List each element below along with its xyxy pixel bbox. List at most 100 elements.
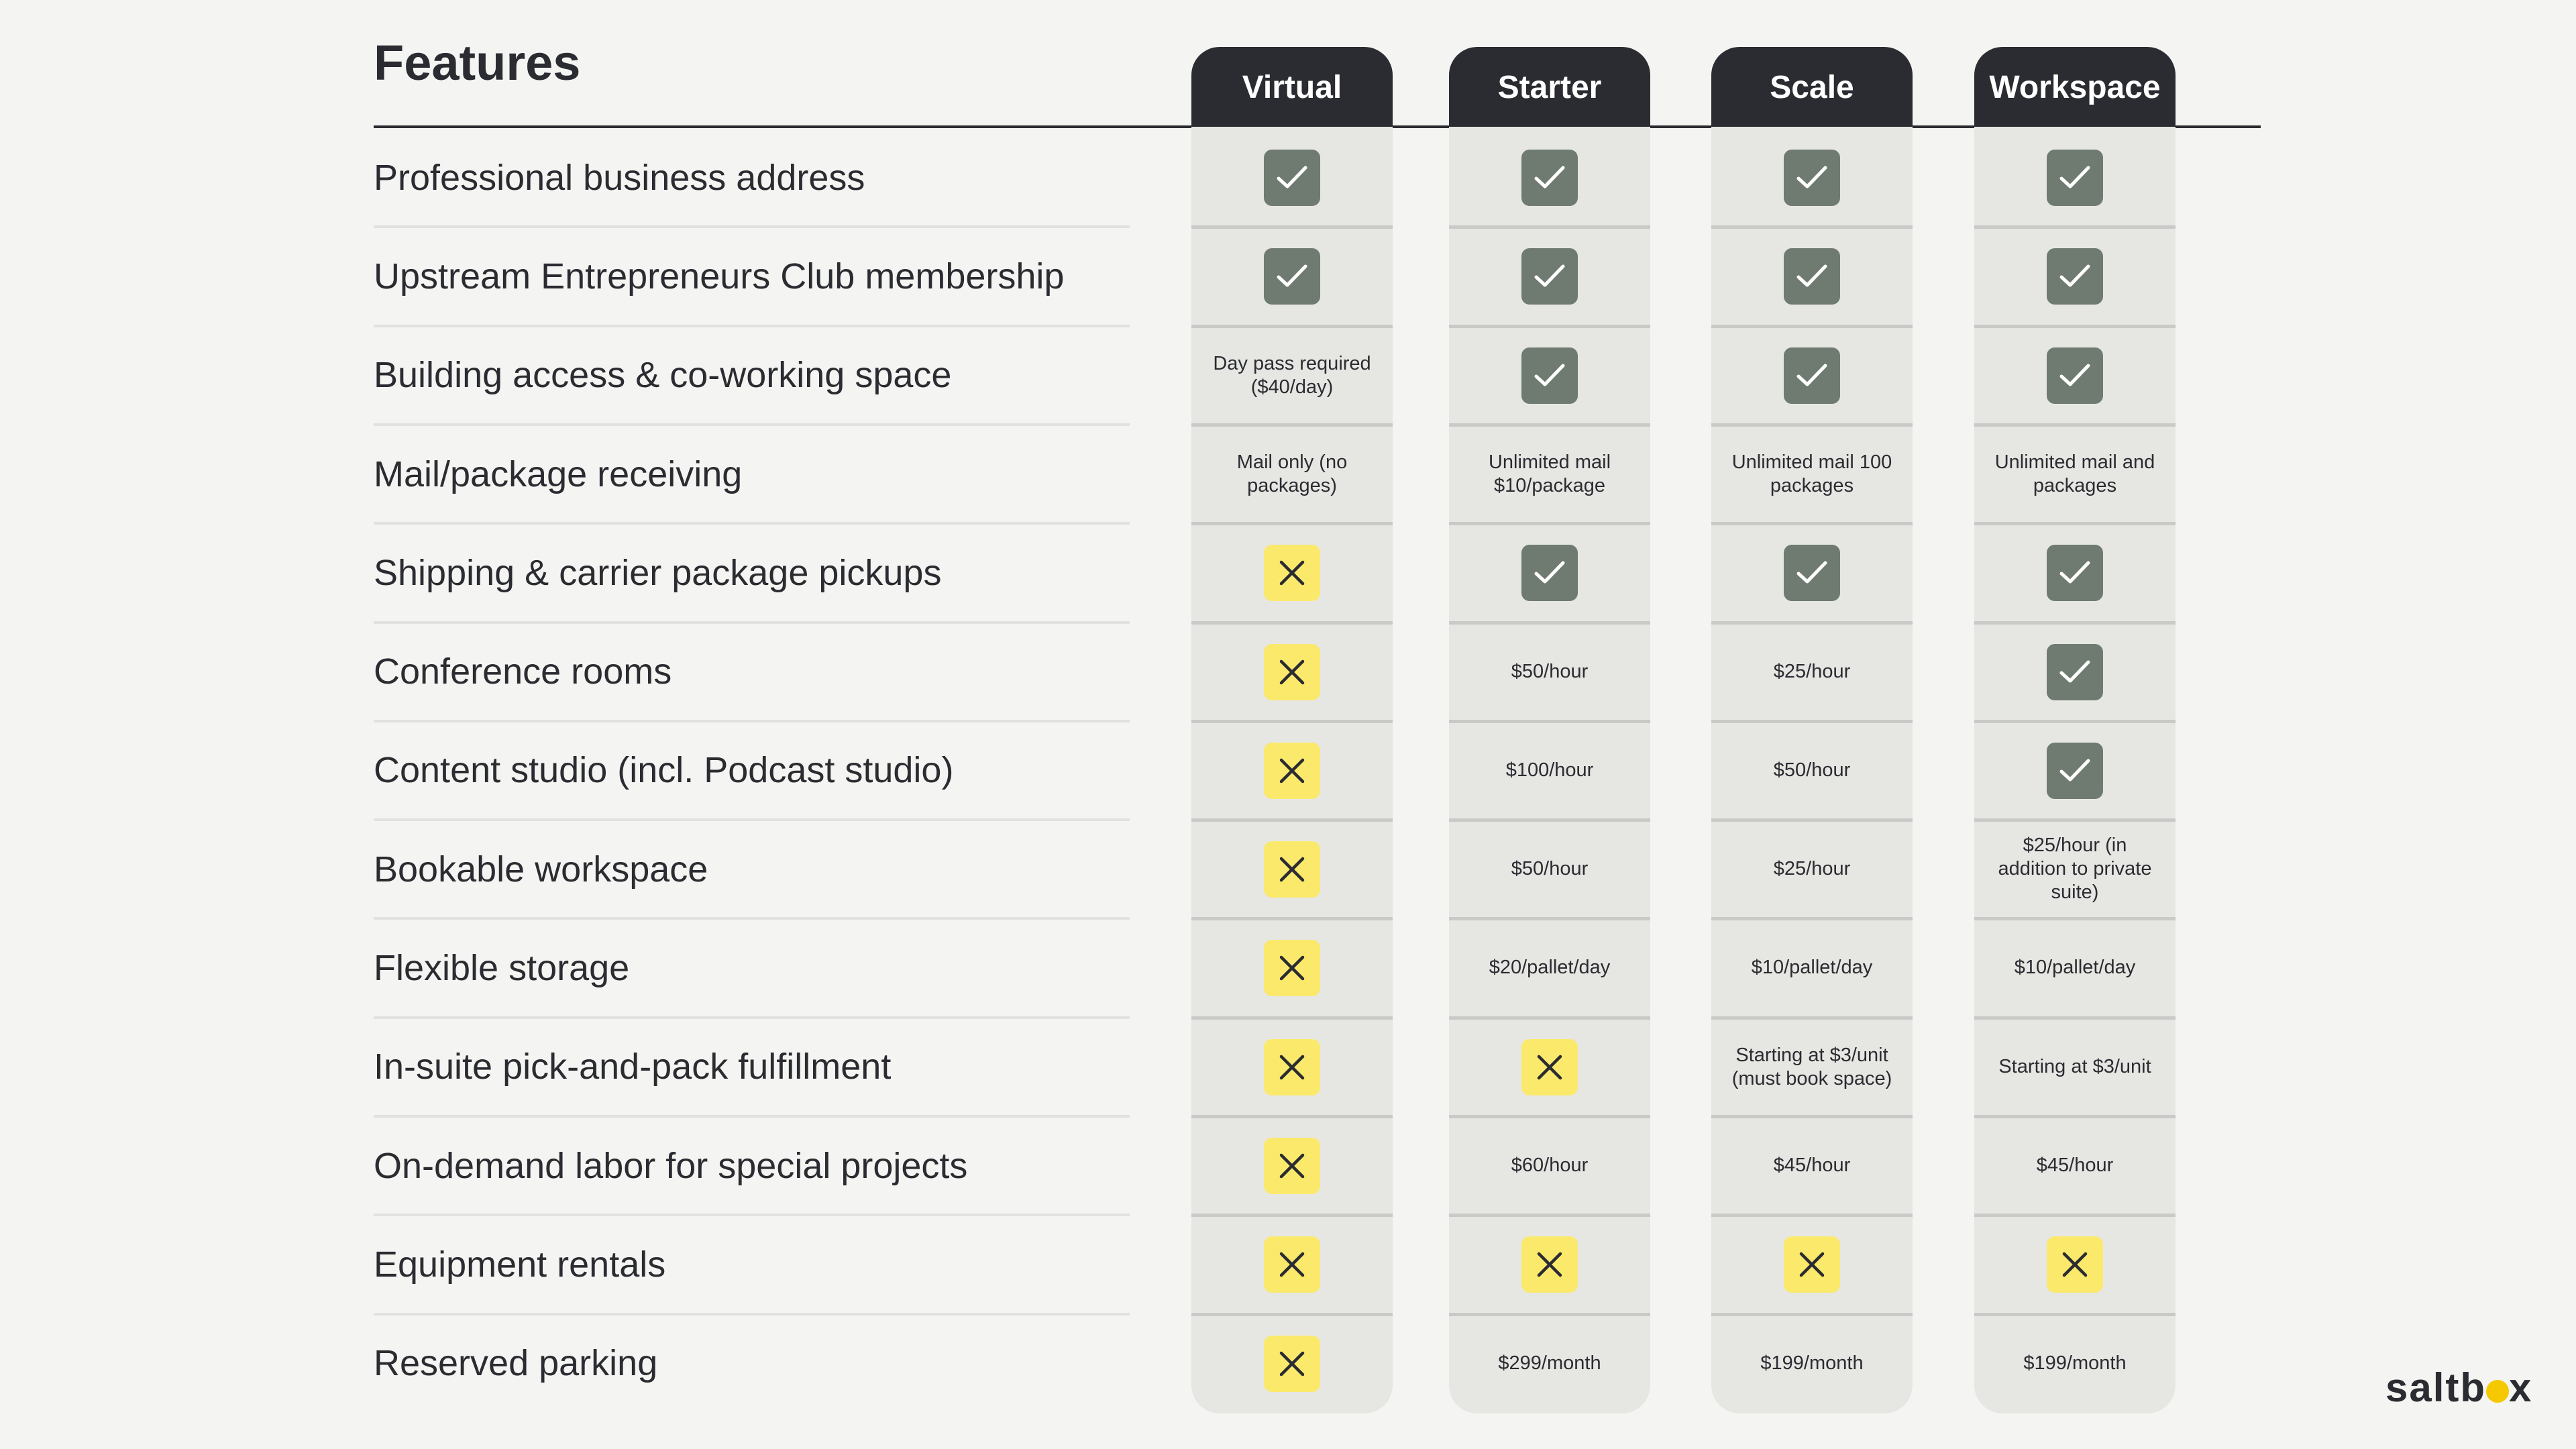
plan-cell-value: $45/hour	[2036, 1155, 2114, 1176]
plan-cell-value: Unlimited mail and packages	[1994, 451, 2155, 496]
plan-cell: $20/pallet/day	[1449, 918, 1650, 1017]
plan-header: Virtual	[1191, 47, 1393, 127]
plan-cell	[1449, 1018, 1650, 1116]
not-included-badge	[1264, 643, 1320, 700]
plan-cell-value: Day pass required ($40/day)	[1213, 352, 1371, 398]
feature-label: Conference rooms	[374, 651, 672, 692]
plan-cell-value: Unlimited mail 100 packages	[1731, 451, 1892, 496]
feature-row-divider	[374, 720, 1130, 722]
not-included-badge	[2047, 1236, 2103, 1293]
plan-cell	[1191, 523, 1393, 622]
feature-row-divider	[374, 818, 1130, 821]
plan-cell: Unlimited mail and packages	[1974, 425, 2176, 523]
feature-row-divider	[374, 917, 1130, 920]
plan-cell	[1974, 128, 2176, 227]
included-badge	[1264, 149, 1320, 206]
checkmark-icon	[2059, 364, 2090, 386]
cell-divider	[1974, 720, 2176, 723]
plan-cell-value: $20/pallet/day	[1489, 957, 1611, 978]
plan-header: Starter	[1449, 47, 1650, 127]
included-badge	[1784, 248, 1840, 305]
plan-cell-value: $25/hour	[1773, 858, 1851, 879]
checkmark-icon	[2059, 264, 2090, 286]
checkmark-icon	[1534, 364, 1565, 386]
cell-divider	[1711, 325, 1913, 328]
not-included-badge	[1521, 1038, 1578, 1095]
cell-divider	[1974, 522, 2176, 525]
plan-cell-value: Unlimited mail $10/package	[1488, 451, 1611, 496]
plan-cell	[1711, 128, 1913, 227]
included-badge	[1784, 544, 1840, 601]
plan-cell-value: $199/month	[2023, 1352, 2127, 1374]
plan-cell-value: Starting at $3/unit	[1998, 1056, 2151, 1077]
cell-divider	[1974, 325, 2176, 328]
not-included-badge	[1264, 544, 1320, 601]
not-included-badge	[1264, 1038, 1320, 1095]
checkmark-icon	[1277, 264, 1307, 286]
plan-cell	[1191, 1116, 1393, 1215]
logo-dot-icon	[2486, 1380, 2510, 1403]
plan-cell	[1974, 623, 2176, 721]
plan-cell: Starting at $3/unit (must book space)	[1711, 1018, 1913, 1116]
plan-cell: $50/hour	[1449, 623, 1650, 721]
feature-row-divider	[374, 423, 1130, 426]
cell-divider	[1711, 818, 1913, 822]
checkmark-icon	[1277, 166, 1307, 188]
plan-cell: $299/month	[1449, 1314, 1650, 1413]
cell-divider	[1449, 1016, 1650, 1020]
plan-cell-value: $50/hour	[1511, 661, 1589, 682]
cell-divider	[1974, 621, 2176, 625]
plan-cell-value: Mail only (no packages)	[1236, 451, 1348, 496]
feature-row-divider	[374, 1115, 1130, 1118]
included-badge	[1521, 347, 1578, 404]
checkmark-icon	[1534, 264, 1565, 286]
cell-divider	[1974, 1214, 2176, 1217]
cell-divider	[1711, 423, 1913, 427]
feature-label: Flexible storage	[374, 948, 630, 988]
checkmark-icon	[1796, 264, 1827, 286]
checkmark-icon	[1534, 166, 1565, 188]
cell-divider	[1711, 522, 1913, 525]
x-mark-icon	[1799, 1252, 1825, 1277]
cell-divider	[1191, 1313, 1393, 1316]
plan-cell-value: $299/month	[1498, 1352, 1601, 1374]
included-badge	[2047, 742, 2103, 799]
cell-divider	[1191, 1016, 1393, 1020]
included-badge	[2047, 643, 2103, 700]
x-mark-icon	[1537, 1055, 1562, 1079]
plan-cell: Unlimited mail 100 packages	[1711, 425, 1913, 523]
not-included-badge	[1521, 1236, 1578, 1293]
feature-label: Reserved parking	[374, 1343, 658, 1383]
plan-header: Workspace	[1974, 47, 2176, 127]
feature-row-divider	[374, 621, 1130, 624]
included-badge	[1784, 347, 1840, 404]
plan-cell: $25/hour	[1711, 820, 1913, 918]
plan-cell: $25/hour (in addition to private suite)	[1974, 820, 2176, 918]
feature-label: Content studio (incl. Podcast studio)	[374, 750, 954, 790]
plan-cell-value: $25/hour	[1773, 661, 1851, 682]
plan-cell: $60/hour	[1449, 1116, 1650, 1215]
plan-cell: $10/pallet/day	[1711, 918, 1913, 1017]
cell-divider	[1711, 621, 1913, 625]
plan-cell: $100/hour	[1449, 721, 1650, 820]
cell-divider	[1191, 621, 1393, 625]
plan-cell	[1974, 523, 2176, 622]
plan-cell-value: $10/pallet/day	[1751, 957, 1873, 978]
plan-cell	[1711, 227, 1913, 325]
plan-cell	[1711, 326, 1913, 425]
plan-cell-value: $50/hour	[1511, 858, 1589, 879]
included-badge	[2047, 544, 2103, 601]
plan-cell	[1974, 227, 2176, 325]
included-badge	[1784, 149, 1840, 206]
plan-cell	[1449, 227, 1650, 325]
not-included-badge	[1264, 742, 1320, 799]
cell-divider	[1449, 1214, 1650, 1217]
logo-text-start: saltb	[2385, 1365, 2487, 1410]
cell-divider	[1974, 1115, 2176, 1118]
plan-cell: $50/hour	[1449, 820, 1650, 918]
included-badge	[2047, 347, 2103, 404]
plan-cell-value: $199/month	[1760, 1352, 1864, 1374]
plan-cell	[1711, 1215, 1913, 1313]
plan-cell	[1191, 1314, 1393, 1413]
feature-row-divider	[374, 325, 1130, 327]
